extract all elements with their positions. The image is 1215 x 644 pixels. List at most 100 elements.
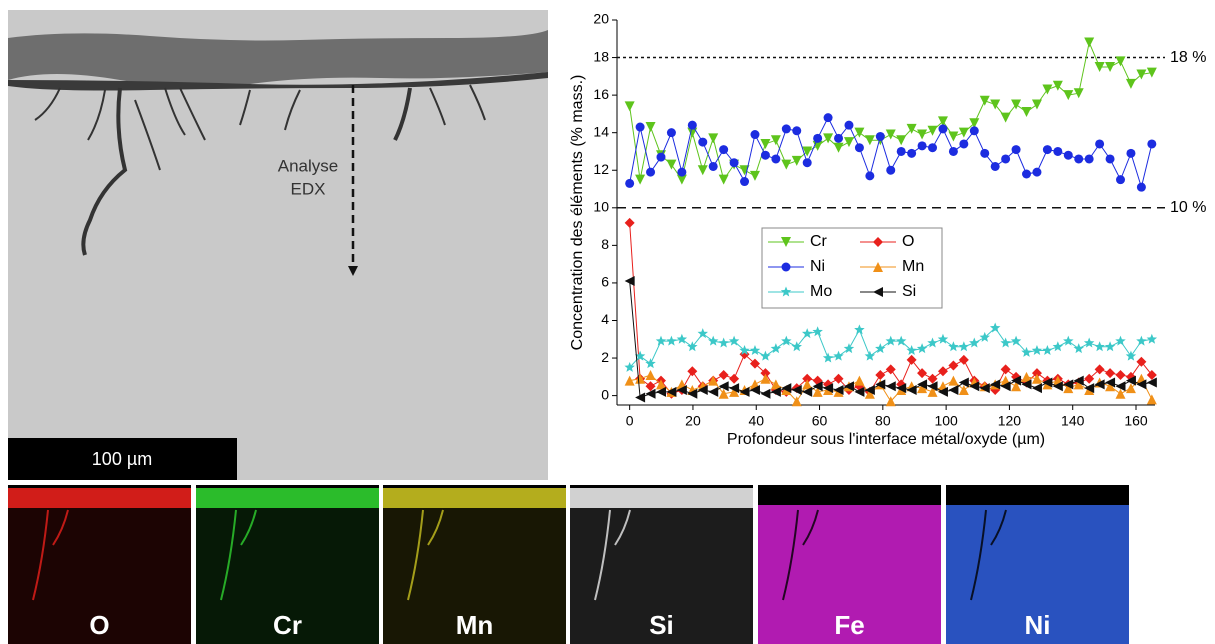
x-axis-label: Profondeur sous l'interface métal/oxyde … <box>727 431 1045 448</box>
marker <box>739 386 750 397</box>
marker <box>948 131 959 142</box>
marker <box>896 146 906 156</box>
annotation: Analyse <box>278 156 338 175</box>
marker <box>697 384 708 395</box>
legend: Cr O Ni Mn Mo Si <box>761 227 943 309</box>
marker <box>687 341 698 352</box>
marker <box>635 174 646 185</box>
marker <box>719 145 729 155</box>
y-tick-label: 14 <box>593 123 609 139</box>
marker <box>624 101 635 112</box>
marker <box>729 158 739 168</box>
marker <box>666 159 677 170</box>
marker <box>812 326 823 337</box>
marker <box>948 375 959 386</box>
marker <box>645 388 656 399</box>
marker <box>959 139 969 149</box>
marker <box>875 369 886 380</box>
y-tick-label: 6 <box>601 274 609 290</box>
marker <box>1042 84 1053 95</box>
marker <box>822 352 834 363</box>
marker <box>781 335 792 346</box>
marker <box>1094 379 1105 390</box>
marker <box>770 135 781 146</box>
marker <box>1052 341 1064 352</box>
marker <box>1115 56 1126 67</box>
marker <box>1011 99 1022 110</box>
marker <box>802 373 813 384</box>
marker <box>802 158 812 168</box>
series-line <box>629 40 1152 181</box>
marker <box>634 350 646 361</box>
x-tick-label: 100 <box>934 413 958 429</box>
marker <box>760 150 770 160</box>
marker <box>979 383 990 394</box>
marker <box>1021 107 1032 118</box>
marker <box>1011 375 1022 386</box>
marker <box>1125 350 1137 361</box>
marker <box>1136 379 1147 390</box>
marker <box>1105 61 1116 72</box>
marker <box>1094 364 1105 375</box>
marker <box>729 386 740 397</box>
marker <box>1146 369 1157 380</box>
marker <box>1073 343 1084 354</box>
marker <box>1146 333 1158 344</box>
series <box>625 113 1157 192</box>
map-label: Mn <box>456 610 494 640</box>
marker <box>854 386 865 397</box>
marker <box>969 126 979 136</box>
marker <box>1084 154 1094 164</box>
y-axis-label: Concentration des éléments (% mass.) <box>569 75 586 351</box>
marker <box>927 373 938 384</box>
marker <box>937 116 948 127</box>
marker <box>1042 145 1052 155</box>
marker <box>1063 90 1074 101</box>
marker <box>1010 335 1022 346</box>
map-crack <box>220 509 257 601</box>
marker <box>708 386 719 397</box>
marker <box>885 396 896 407</box>
marker <box>624 375 635 386</box>
map-crack <box>970 509 1007 601</box>
marker <box>1000 337 1011 348</box>
marker <box>990 161 1000 171</box>
marker <box>906 345 917 355</box>
y-tick-label: 8 <box>601 236 609 252</box>
marker <box>708 375 719 386</box>
marker <box>666 335 677 346</box>
map-label: O <box>89 610 109 640</box>
marker <box>864 135 875 146</box>
marker <box>687 127 698 138</box>
marker <box>1063 150 1073 160</box>
marker <box>1136 69 1147 80</box>
marker <box>1031 345 1043 355</box>
marker <box>969 337 980 348</box>
marker <box>938 124 948 134</box>
marker <box>750 130 760 140</box>
marker <box>655 379 666 390</box>
marker <box>895 335 907 346</box>
edx-arrow-head <box>348 266 358 276</box>
marker <box>749 345 761 355</box>
marker <box>969 118 980 129</box>
map-crack <box>782 509 819 601</box>
marker <box>624 361 635 372</box>
legend-label: Mo <box>810 283 832 300</box>
marker <box>917 368 928 379</box>
map-signal <box>196 488 379 508</box>
map-label: Cr <box>273 610 302 640</box>
sem-image: Analyse EDX 100 µm <box>8 10 548 480</box>
marker <box>687 120 697 130</box>
marker <box>1105 368 1116 379</box>
marker <box>740 177 750 187</box>
marker <box>645 369 656 380</box>
marker <box>927 386 938 397</box>
marker <box>864 384 875 395</box>
marker <box>1136 356 1147 367</box>
marker <box>770 386 781 397</box>
marker <box>697 165 708 176</box>
marker <box>708 161 718 171</box>
marker <box>1063 383 1074 394</box>
